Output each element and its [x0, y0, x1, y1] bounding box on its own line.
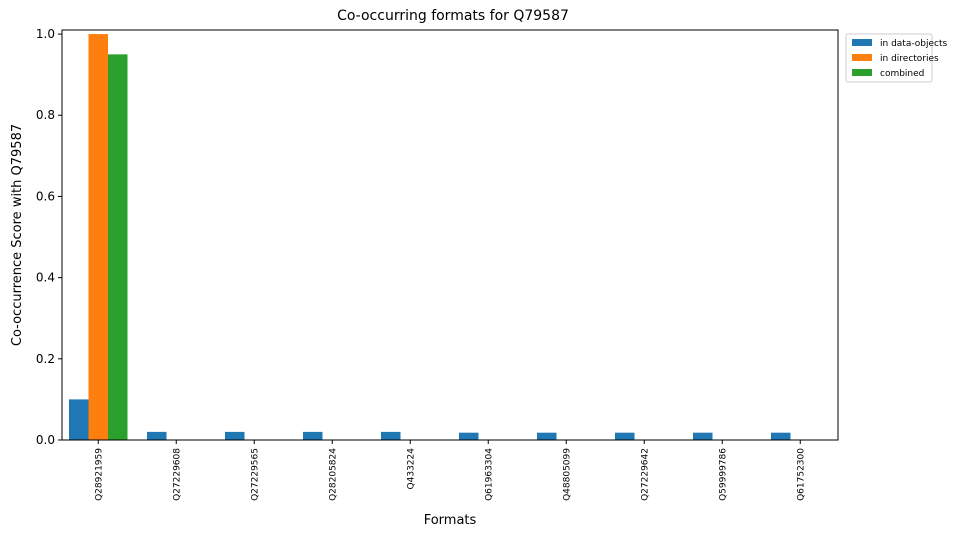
- y-tick-label: 0.6: [36, 189, 55, 203]
- legend-swatch: [852, 54, 872, 61]
- y-axis: 0.0 0.2 0.4 0.6 0.8 1.0: [36, 27, 62, 447]
- x-tick-label: Q28921959: [94, 448, 104, 501]
- bar-Q27229608-s0: [147, 431, 167, 440]
- bar-Q28921959-s1: [88, 34, 108, 440]
- x-tick-label: Q27229608: [172, 448, 182, 501]
- x-tick-label: Q61963304: [484, 448, 494, 501]
- x-tick-label: Q28205824: [328, 448, 338, 501]
- legend-entry: combined: [880, 69, 924, 79]
- bars-group: [69, 34, 791, 440]
- x-tick-label: Q433224: [406, 448, 416, 490]
- chart-title: Co-occurring formats for Q79587: [337, 8, 569, 24]
- x-tick-label: Q48805099: [562, 448, 572, 501]
- legend-swatch: [852, 39, 872, 46]
- bar-Q27229565-s0: [225, 431, 245, 440]
- y-tick-label: 0.0: [36, 433, 55, 447]
- plot-frame: [61, 29, 839, 441]
- x-axis-label: Formats: [424, 513, 477, 528]
- legend-swatch: [852, 69, 872, 76]
- bar-Q28921959-s2: [108, 54, 128, 440]
- y-tick-label: 0.4: [36, 271, 55, 285]
- bar-Q28205824-s0: [303, 431, 323, 440]
- legend: in data-objects in directories combined: [845, 33, 947, 83]
- x-tick-label: Q27229565: [250, 448, 260, 501]
- y-tick-label: 1.0: [36, 27, 55, 41]
- y-axis-label: Co-occurrence Score with Q79587: [10, 124, 25, 346]
- bar-Q433224-s0: [381, 431, 401, 440]
- bar-Q61752300-s0: [771, 432, 791, 440]
- bar-Q61963304-s0: [459, 432, 479, 440]
- bar-Q28921959-s0: [69, 399, 89, 440]
- x-tick-label: Q59999786: [718, 448, 728, 501]
- legend-entry: in directories: [880, 54, 939, 64]
- x-tick-label: Q27229642: [640, 448, 650, 501]
- x-axis: Q28921959 Q27229608 Q27229565 Q28205824 Q433…: [94, 440, 806, 501]
- bar-Q59999786-s0: [693, 432, 713, 440]
- y-tick-label: 0.2: [36, 352, 55, 366]
- x-tick-label: Q61752300: [796, 448, 806, 501]
- legend-entry: in data-objects: [880, 39, 947, 49]
- bar-Q27229642-s0: [615, 432, 635, 440]
- y-tick-label: 0.8: [36, 108, 55, 122]
- bar-Q48805099-s0: [537, 432, 557, 440]
